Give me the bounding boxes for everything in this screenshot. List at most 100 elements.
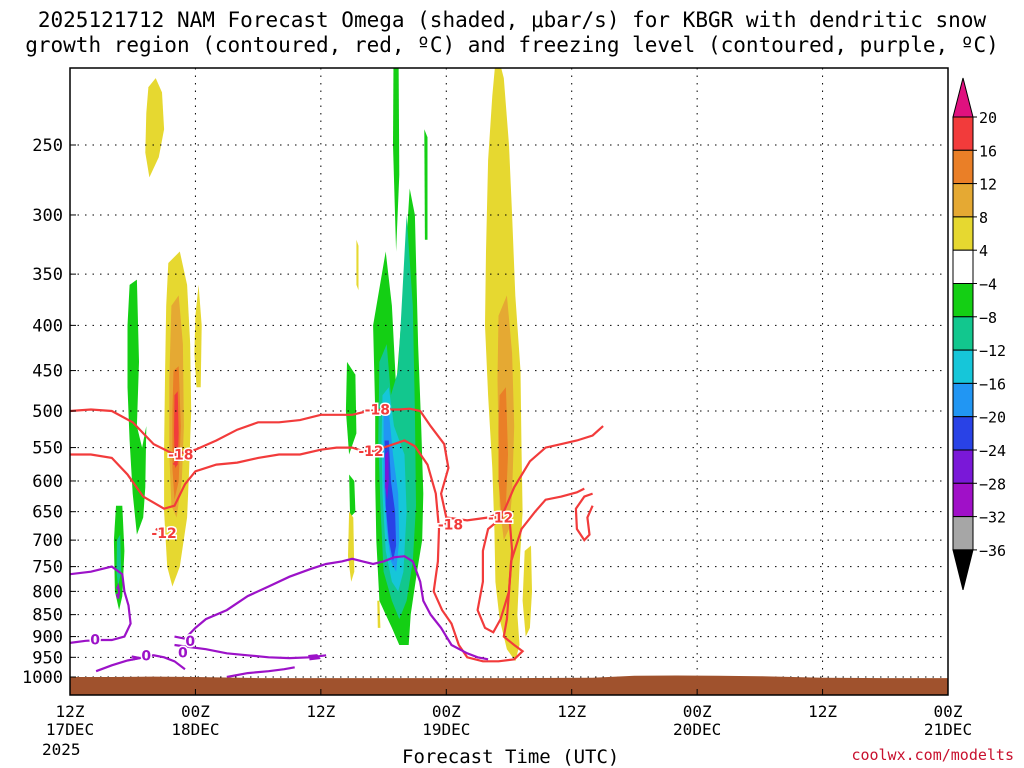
y-tick-label: 300 <box>32 206 63 226</box>
colorbar-bin <box>952 416 974 451</box>
y-tick-label: 500 <box>32 402 63 422</box>
terrain-fill <box>70 675 948 695</box>
colorbar-label: −16 <box>979 375 1006 393</box>
x-tick-label: 00Z <box>181 702 210 721</box>
y-tick-label: 900 <box>32 628 63 648</box>
omega-region <box>356 239 359 291</box>
x-tick-label: 00Z <box>934 702 963 721</box>
y-tick-label: 350 <box>32 265 63 285</box>
y-tick-label: 450 <box>32 362 63 382</box>
colorbar-label: 12 <box>979 176 997 194</box>
colorbar-label: −28 <box>979 475 1006 493</box>
freezing-contour <box>174 643 327 660</box>
omega-region <box>349 474 356 518</box>
colorbar-bin <box>952 449 974 484</box>
omega-region <box>145 78 165 178</box>
colorbar-bin <box>952 149 974 185</box>
freezing-contour <box>95 654 186 673</box>
colorbar-bin <box>952 516 974 551</box>
colorbar-bin <box>952 482 974 518</box>
colorbar-label: −8 <box>979 309 997 327</box>
colorbar-label: −36 <box>979 542 1006 560</box>
contour-label: 0 <box>185 634 195 650</box>
contour-label: -12 <box>358 444 383 460</box>
colorbar-bin <box>952 316 974 351</box>
y-axis: 2503003504004505005506006507007508008509… <box>22 136 76 688</box>
dgz-contour <box>476 510 514 634</box>
y-tick-label: 600 <box>32 472 63 492</box>
freezing-contour <box>174 555 489 661</box>
contour-lines <box>70 407 604 679</box>
contour-label: -18 <box>168 447 193 463</box>
terrain-surface <box>70 675 948 695</box>
y-tick-label: 750 <box>32 558 63 578</box>
freezing-contour <box>226 666 295 679</box>
colorbar: 20 16 12 8 4 −4 −8 −12 −16 −20 −24 −28 −32 −36 <box>952 77 1006 591</box>
x-tick-date-label: 19DEC <box>422 720 470 739</box>
contour-labels: -18-12-18-12-18 -120 000 <box>89 401 515 666</box>
colorbar-bin <box>952 216 974 251</box>
x-tick-date-label: 21DEC <box>924 720 972 739</box>
omega-region <box>498 387 508 518</box>
dgz-contour <box>443 522 451 526</box>
colorbar-label: −4 <box>979 276 997 294</box>
omega-region <box>194 284 202 388</box>
omega-region <box>127 279 147 535</box>
colorbar-label: 20 <box>979 109 997 127</box>
chart-title-line1: 2025121712 NAM Forecast Omega (shaded, μ… <box>37 8 987 32</box>
x-tick-date-label: 18DEC <box>171 720 219 739</box>
x-tick-label: 00Z <box>432 702 461 721</box>
dgz-contour <box>172 457 182 466</box>
contour-label: -18 <box>365 402 390 418</box>
colorbar-bin <box>952 349 974 384</box>
omega-shading <box>113 68 532 662</box>
colorbar-bin <box>952 116 974 151</box>
colorbar-overflow-high <box>952 77 974 118</box>
contour-label: -18 <box>438 517 463 533</box>
colorbar-bin <box>952 249 974 284</box>
contour-label: -12 <box>488 511 513 527</box>
y-tick-label: 1000 <box>22 668 63 688</box>
y-tick-label: 950 <box>32 648 63 668</box>
x-axis-title: Forecast Time (UTC) <box>402 746 620 768</box>
colorbar-label: −12 <box>979 342 1006 360</box>
contour-label: 0 <box>90 633 100 649</box>
colorbar-label: 16 <box>979 142 997 160</box>
colorbar-label: 8 <box>979 209 988 227</box>
colorbar-bin <box>952 283 974 318</box>
colorbar-label: 4 <box>979 242 988 260</box>
contour-label: -12 <box>151 526 176 542</box>
freezing-contour <box>115 582 121 599</box>
omega-region <box>345 361 357 455</box>
year-label: 2025 <box>42 740 81 759</box>
omega-region <box>393 68 400 252</box>
contour-label: 0 <box>141 648 151 664</box>
y-tick-label: 250 <box>32 136 63 156</box>
colorbar-bin <box>952 382 974 418</box>
x-tick-date-label: 17DEC <box>46 720 94 739</box>
dgz-contour <box>70 407 604 522</box>
x-tick-label: 12Z <box>56 702 85 721</box>
y-tick-label: 700 <box>32 531 63 551</box>
x-tick-label: 12Z <box>808 702 837 721</box>
credit-link[interactable]: coolwx.com/modelts <box>851 746 1014 764</box>
x-tick-label: 12Z <box>306 702 335 721</box>
colorbar-label: −24 <box>979 442 1006 460</box>
omega-region <box>522 545 532 637</box>
x-tick-label: 12Z <box>557 702 586 721</box>
freezing-contour <box>131 655 141 661</box>
freezing-contour <box>308 654 321 661</box>
colorbar-label: −32 <box>979 509 1006 527</box>
colorbar-label: −20 <box>979 409 1006 427</box>
chart-title: 2025121712 NAM Forecast Omega (shaded, μ… <box>0 8 1024 58</box>
omega-region <box>385 451 389 500</box>
omega-region <box>348 511 355 582</box>
y-tick-label: 550 <box>32 439 63 459</box>
x-tick-date-label: 20DEC <box>673 720 721 739</box>
dgz-contour <box>574 492 594 542</box>
omega-region <box>174 391 179 468</box>
y-tick-label: 400 <box>32 316 63 336</box>
dgz-contour <box>70 439 585 663</box>
